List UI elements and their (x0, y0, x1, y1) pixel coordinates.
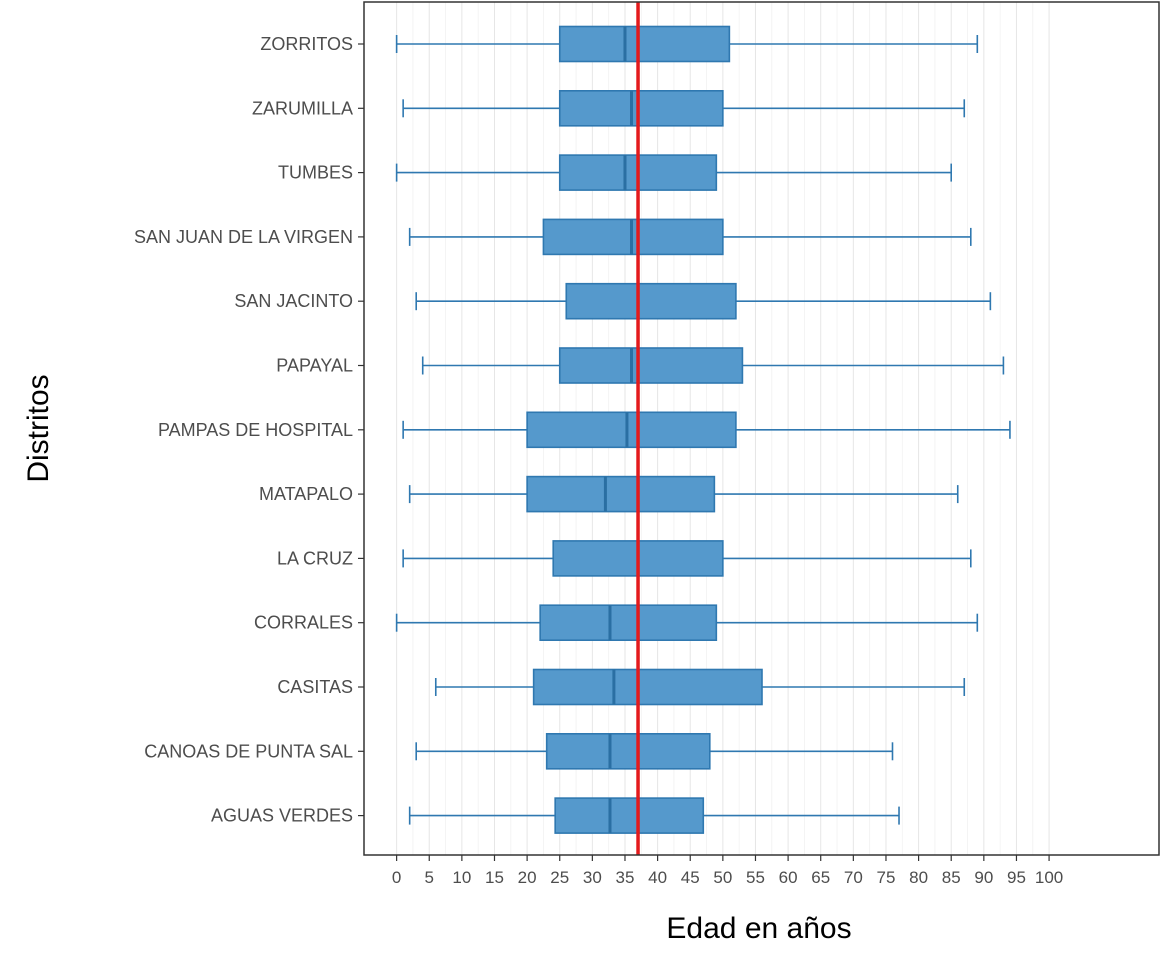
iqr-box (558, 347, 744, 384)
iqr-box (539, 604, 718, 642)
y-tick-label: AGUAS VERDES (211, 806, 353, 826)
x-tick-label: 100 (1035, 868, 1063, 887)
plot-frame (363, 1, 1160, 856)
iqr-box (558, 90, 724, 127)
y-tick-label: CORRALES (254, 613, 353, 633)
iqr-box (565, 282, 737, 320)
x-tick-label: 20 (518, 868, 537, 887)
iqr-box (526, 411, 737, 449)
x-tick-label: 55 (746, 868, 765, 887)
x-tick-label: 25 (550, 868, 569, 887)
x-tick-label: 50 (713, 868, 732, 887)
iqr-box (542, 218, 724, 256)
x-tick-label: 60 (779, 868, 798, 887)
y-tick-label: PAPAYAL (276, 356, 353, 376)
x-tick-label: 70 (844, 868, 863, 887)
x-axis-title: Edad en años (666, 912, 851, 945)
x-tick-label: 40 (648, 868, 667, 887)
x-axis-ticks: 0 5 10 15 20 25 30 35 40 45 50 55 60 65 70 75 80 85 90 95 10… (392, 855, 1063, 887)
iqr-box (526, 475, 716, 513)
y-axis-title: Distritos (22, 374, 55, 482)
box-tumbes (395, 154, 953, 191)
box-matapalo (408, 475, 959, 513)
y-tick-label: CASITAS (277, 677, 353, 697)
iqr-box (558, 25, 731, 63)
box-zarumilla (402, 90, 966, 127)
y-tick-label: SAN JUAN DE LA VIRGEN (134, 227, 353, 247)
y-tick-label: TUMBES (278, 163, 353, 183)
y-tick-label: ZORRITOS (260, 34, 353, 54)
x-tick-label: 95 (1007, 868, 1026, 887)
x-tick-label: 90 (974, 868, 993, 887)
x-tick-label: 75 (877, 868, 896, 887)
y-axis-ticks: ZORRITOS ZARUMILLA TUMBES SAN JUAN DE LA VI… (134, 34, 364, 826)
y-tick-label: MATAPALO (259, 484, 353, 504)
box-san-jacinto (415, 282, 992, 320)
y-tick-label: SAN JACINTO (234, 291, 353, 311)
x-tick-label: 0 (392, 868, 401, 887)
box-pampas-de-hospital (402, 411, 1011, 449)
y-tick-label: PAMPAS DE HOSPITAL (158, 420, 353, 440)
x-tick-label: 45 (681, 868, 700, 887)
x-tick-label: 80 (909, 868, 928, 887)
y-tick-label: ZARUMILLA (252, 98, 353, 118)
iqr-box (554, 797, 705, 834)
box-canoas-de-punta-sal (415, 732, 894, 770)
box-aguas-verdes (408, 797, 900, 834)
iqr-box (545, 732, 711, 770)
box-san-juan-de-la-virgen (408, 218, 972, 256)
iqr-box (532, 668, 763, 706)
boxes (395, 25, 1011, 834)
x-tick-label: 35 (616, 868, 635, 887)
x-tick-label: 85 (942, 868, 961, 887)
y-tick-label: LA CRUZ (277, 548, 353, 568)
box-casitas (434, 668, 966, 706)
y-tick-label: CANOAS DE PUNTA SAL (144, 741, 353, 761)
box-corrales (395, 604, 979, 642)
box-papayal (421, 347, 1005, 384)
x-tick-label: 65 (811, 868, 830, 887)
x-tick-label: 30 (583, 868, 602, 887)
x-tick-label: 5 (425, 868, 434, 887)
box-zorritos (395, 25, 979, 63)
x-tick-label: 10 (452, 868, 471, 887)
x-tick-label: 15 (485, 868, 504, 887)
